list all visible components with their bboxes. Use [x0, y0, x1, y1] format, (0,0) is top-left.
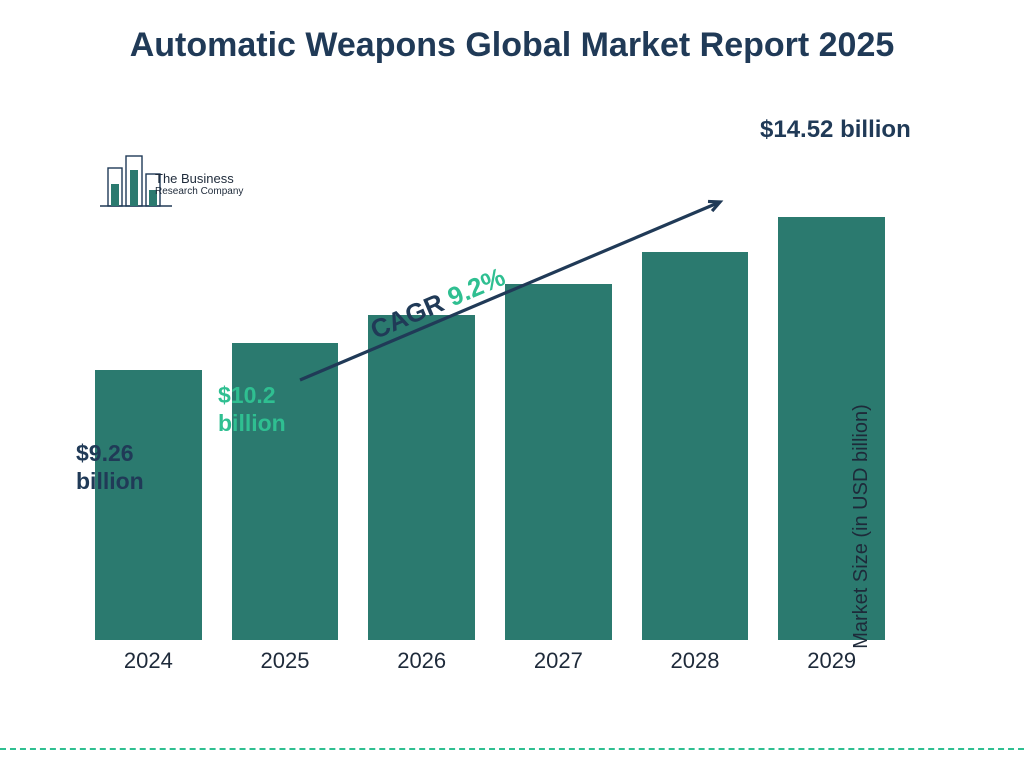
x-label-2027: 2027 [490, 640, 627, 680]
chart-title: Automatic Weapons Global Market Report 2… [0, 24, 1024, 67]
bar-2027 [505, 284, 612, 640]
bar-2028 [642, 252, 749, 640]
bar-slot-2026 [353, 180, 490, 640]
bar-chart: 202420252026202720282029 [80, 180, 900, 680]
bar-slot-2027 [490, 180, 627, 640]
value-label-2025: $10.2 billion [218, 382, 338, 437]
x-axis-labels: 202420252026202720282029 [80, 640, 900, 680]
value-label-2024: $9.26 billion [76, 440, 196, 495]
bar-2026 [368, 315, 475, 640]
x-label-2029: 2029 [763, 640, 900, 680]
chart-container: Automatic Weapons Global Market Report 2… [0, 0, 1024, 768]
bar-2024 [95, 370, 202, 640]
x-label-2024: 2024 [80, 640, 217, 680]
x-label-2026: 2026 [353, 640, 490, 680]
value-label-2029: $14.52 billion [760, 116, 960, 145]
bottom-dashed-rule [0, 748, 1024, 750]
bar-slot-2028 [627, 180, 764, 640]
bar-slot-2029 [763, 180, 900, 640]
bar-slot-2024 [80, 180, 217, 640]
y-axis-label: Market Size (in USD billion) [850, 404, 873, 649]
bars-group [80, 180, 900, 640]
x-label-2025: 2025 [217, 640, 354, 680]
x-label-2028: 2028 [627, 640, 764, 680]
